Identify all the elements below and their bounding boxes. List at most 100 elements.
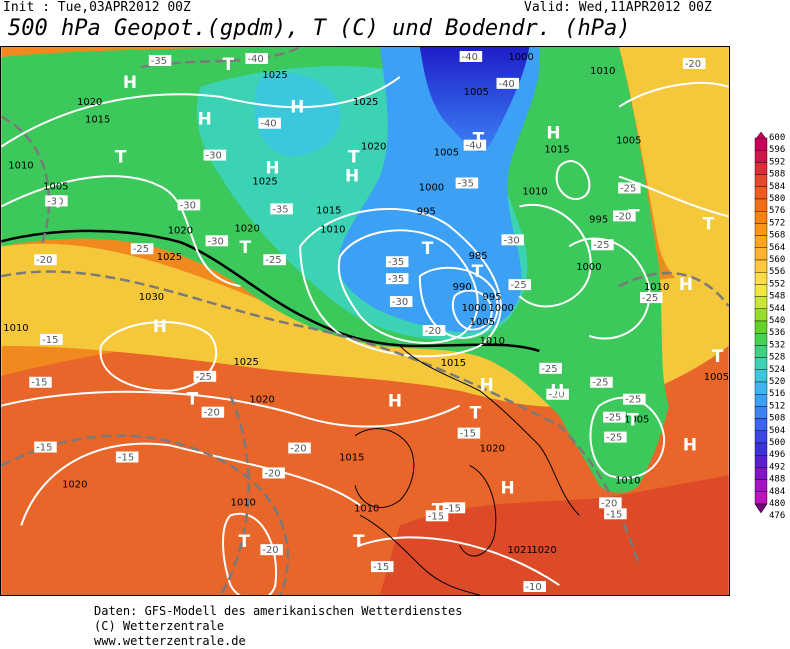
- low-pressure-marker: T: [239, 237, 251, 257]
- low-pressure-marker: T: [627, 410, 639, 430]
- pressure-label: 1005: [43, 181, 68, 192]
- pressure-label: 1015: [316, 205, 341, 216]
- pressure-label: 1010: [480, 336, 505, 347]
- chart-title: 500 hPa Geopot.(gpdm), T (C) und Bodendr…: [8, 16, 631, 41]
- low-pressure-marker: T: [703, 213, 715, 233]
- temp-label-box: [270, 203, 293, 215]
- temp-label: -30: [47, 196, 63, 207]
- temp-label-box: [682, 57, 706, 69]
- high-pressure-marker: H: [123, 72, 137, 92]
- temp-label: -40: [260, 119, 276, 130]
- coastlines: [354, 345, 580, 595]
- legend-value: 512: [769, 401, 785, 411]
- temp-label-box: [639, 292, 663, 304]
- temp-label: -10: [525, 582, 541, 593]
- legend-value: 568: [769, 231, 785, 241]
- pressure-label: 1010: [354, 503, 379, 514]
- legend-swatch: [754, 308, 768, 322]
- low-pressure-marker: T: [223, 54, 235, 74]
- legend-value: 536: [769, 328, 785, 338]
- temp-label-box: [604, 431, 627, 443]
- footer-data-source: Daten: GFS-Modell des amerikanischen Wet…: [94, 604, 463, 618]
- temp-label: -30: [208, 236, 224, 247]
- legend-swatch: [754, 271, 768, 285]
- temp-label-box: [115, 451, 139, 463]
- pressure-label: 1020: [361, 142, 386, 153]
- temp-label-box: [148, 54, 172, 66]
- deep-blue: [419, 47, 530, 152]
- temp-label: -20: [685, 59, 701, 70]
- legend-swatch: [754, 479, 768, 493]
- pressure-label: 1020: [531, 545, 556, 556]
- low-pressure-marker: T: [353, 531, 365, 551]
- pressure-label: 1025: [157, 252, 182, 263]
- color-legend: 600 596 592 588 584 580 576 572 568 564 560 556 552 5…: [754, 132, 785, 521]
- footer-url[interactable]: www.wetterzentrale.de: [94, 634, 246, 648]
- pressure-label: 1010: [3, 323, 28, 334]
- temp-label: -15: [460, 429, 476, 440]
- temp-label-box: [260, 544, 283, 556]
- legend-value: 596: [769, 145, 785, 155]
- pressure-label: 1025: [233, 357, 258, 368]
- temp-label-box: [201, 406, 225, 418]
- legend-value: 584: [769, 182, 785, 192]
- temp-label-box: [40, 333, 63, 345]
- legend-swatch: [754, 332, 768, 346]
- temp-label: -20: [264, 468, 280, 479]
- temp-label-box: [258, 117, 281, 129]
- temp-label: -15: [373, 562, 389, 573]
- temp-label: -30: [206, 151, 222, 162]
- pressure-label: 1015: [544, 145, 569, 156]
- temp-label: -15: [428, 511, 444, 522]
- temperature-labels: -35 -40 -40-40-40-30-30 -30 -35-40-35-30-25-…: [29, 50, 706, 593]
- high-pressure-marker: H: [345, 166, 359, 186]
- temp-label: -35: [388, 274, 404, 285]
- temp-label: -15: [606, 509, 622, 520]
- pressure-label: 1010: [590, 66, 615, 77]
- temp-label-box: [539, 362, 562, 374]
- temp-label-box: [508, 279, 531, 291]
- pressure-label: 1020: [168, 225, 193, 236]
- footer: Daten: GFS-Modell des amerikanischen Wet…: [94, 604, 462, 649]
- pressure-label: 995: [589, 214, 608, 225]
- temp-label-box: [442, 502, 466, 514]
- legend-swatch: [754, 491, 768, 505]
- legend-value: 528: [769, 353, 785, 363]
- legend-value: 492: [769, 462, 785, 472]
- legend-value: 516: [769, 389, 785, 399]
- temp-label-box: [457, 427, 481, 439]
- high-pressure-marker: H: [388, 391, 402, 411]
- temp-label-box: [45, 195, 68, 207]
- temp-label-box: [385, 256, 409, 268]
- isobars: [1, 76, 729, 595]
- temp-label: -25: [133, 244, 149, 255]
- temp-label: -25: [606, 433, 622, 444]
- temp-label: -25: [642, 293, 658, 304]
- temp-label-box: [245, 52, 268, 64]
- temp-label-box: [130, 243, 154, 255]
- pressure-label: 995: [417, 206, 436, 217]
- legend-value: 588: [769, 170, 785, 180]
- legend-value: 520: [769, 377, 785, 387]
- legend-swatch: [754, 137, 768, 151]
- legend-value: 524: [769, 365, 785, 375]
- pressure-label: 1020: [249, 395, 274, 406]
- temp-label-box: [203, 149, 227, 161]
- legend-value: 476: [769, 511, 785, 521]
- legend-swatch: [754, 455, 768, 468]
- high-pressure-marker: H: [679, 274, 693, 294]
- pressure-label: 1000: [508, 52, 533, 63]
- pressure-label: 1020: [77, 97, 102, 108]
- temp-label: -15: [445, 503, 461, 514]
- legend-bottom-arrow: [754, 503, 768, 514]
- temp-label-box: [618, 182, 641, 194]
- temp-label-box: [262, 467, 285, 479]
- legend-value: 480: [769, 499, 785, 509]
- temp-label-box: [34, 441, 57, 453]
- pressure-label: 1021: [507, 545, 532, 556]
- pressure-label: 1010: [320, 224, 345, 235]
- legend-swatch: [754, 345, 768, 358]
- temp-label: -35: [272, 204, 288, 215]
- legend-swatch: [754, 162, 768, 175]
